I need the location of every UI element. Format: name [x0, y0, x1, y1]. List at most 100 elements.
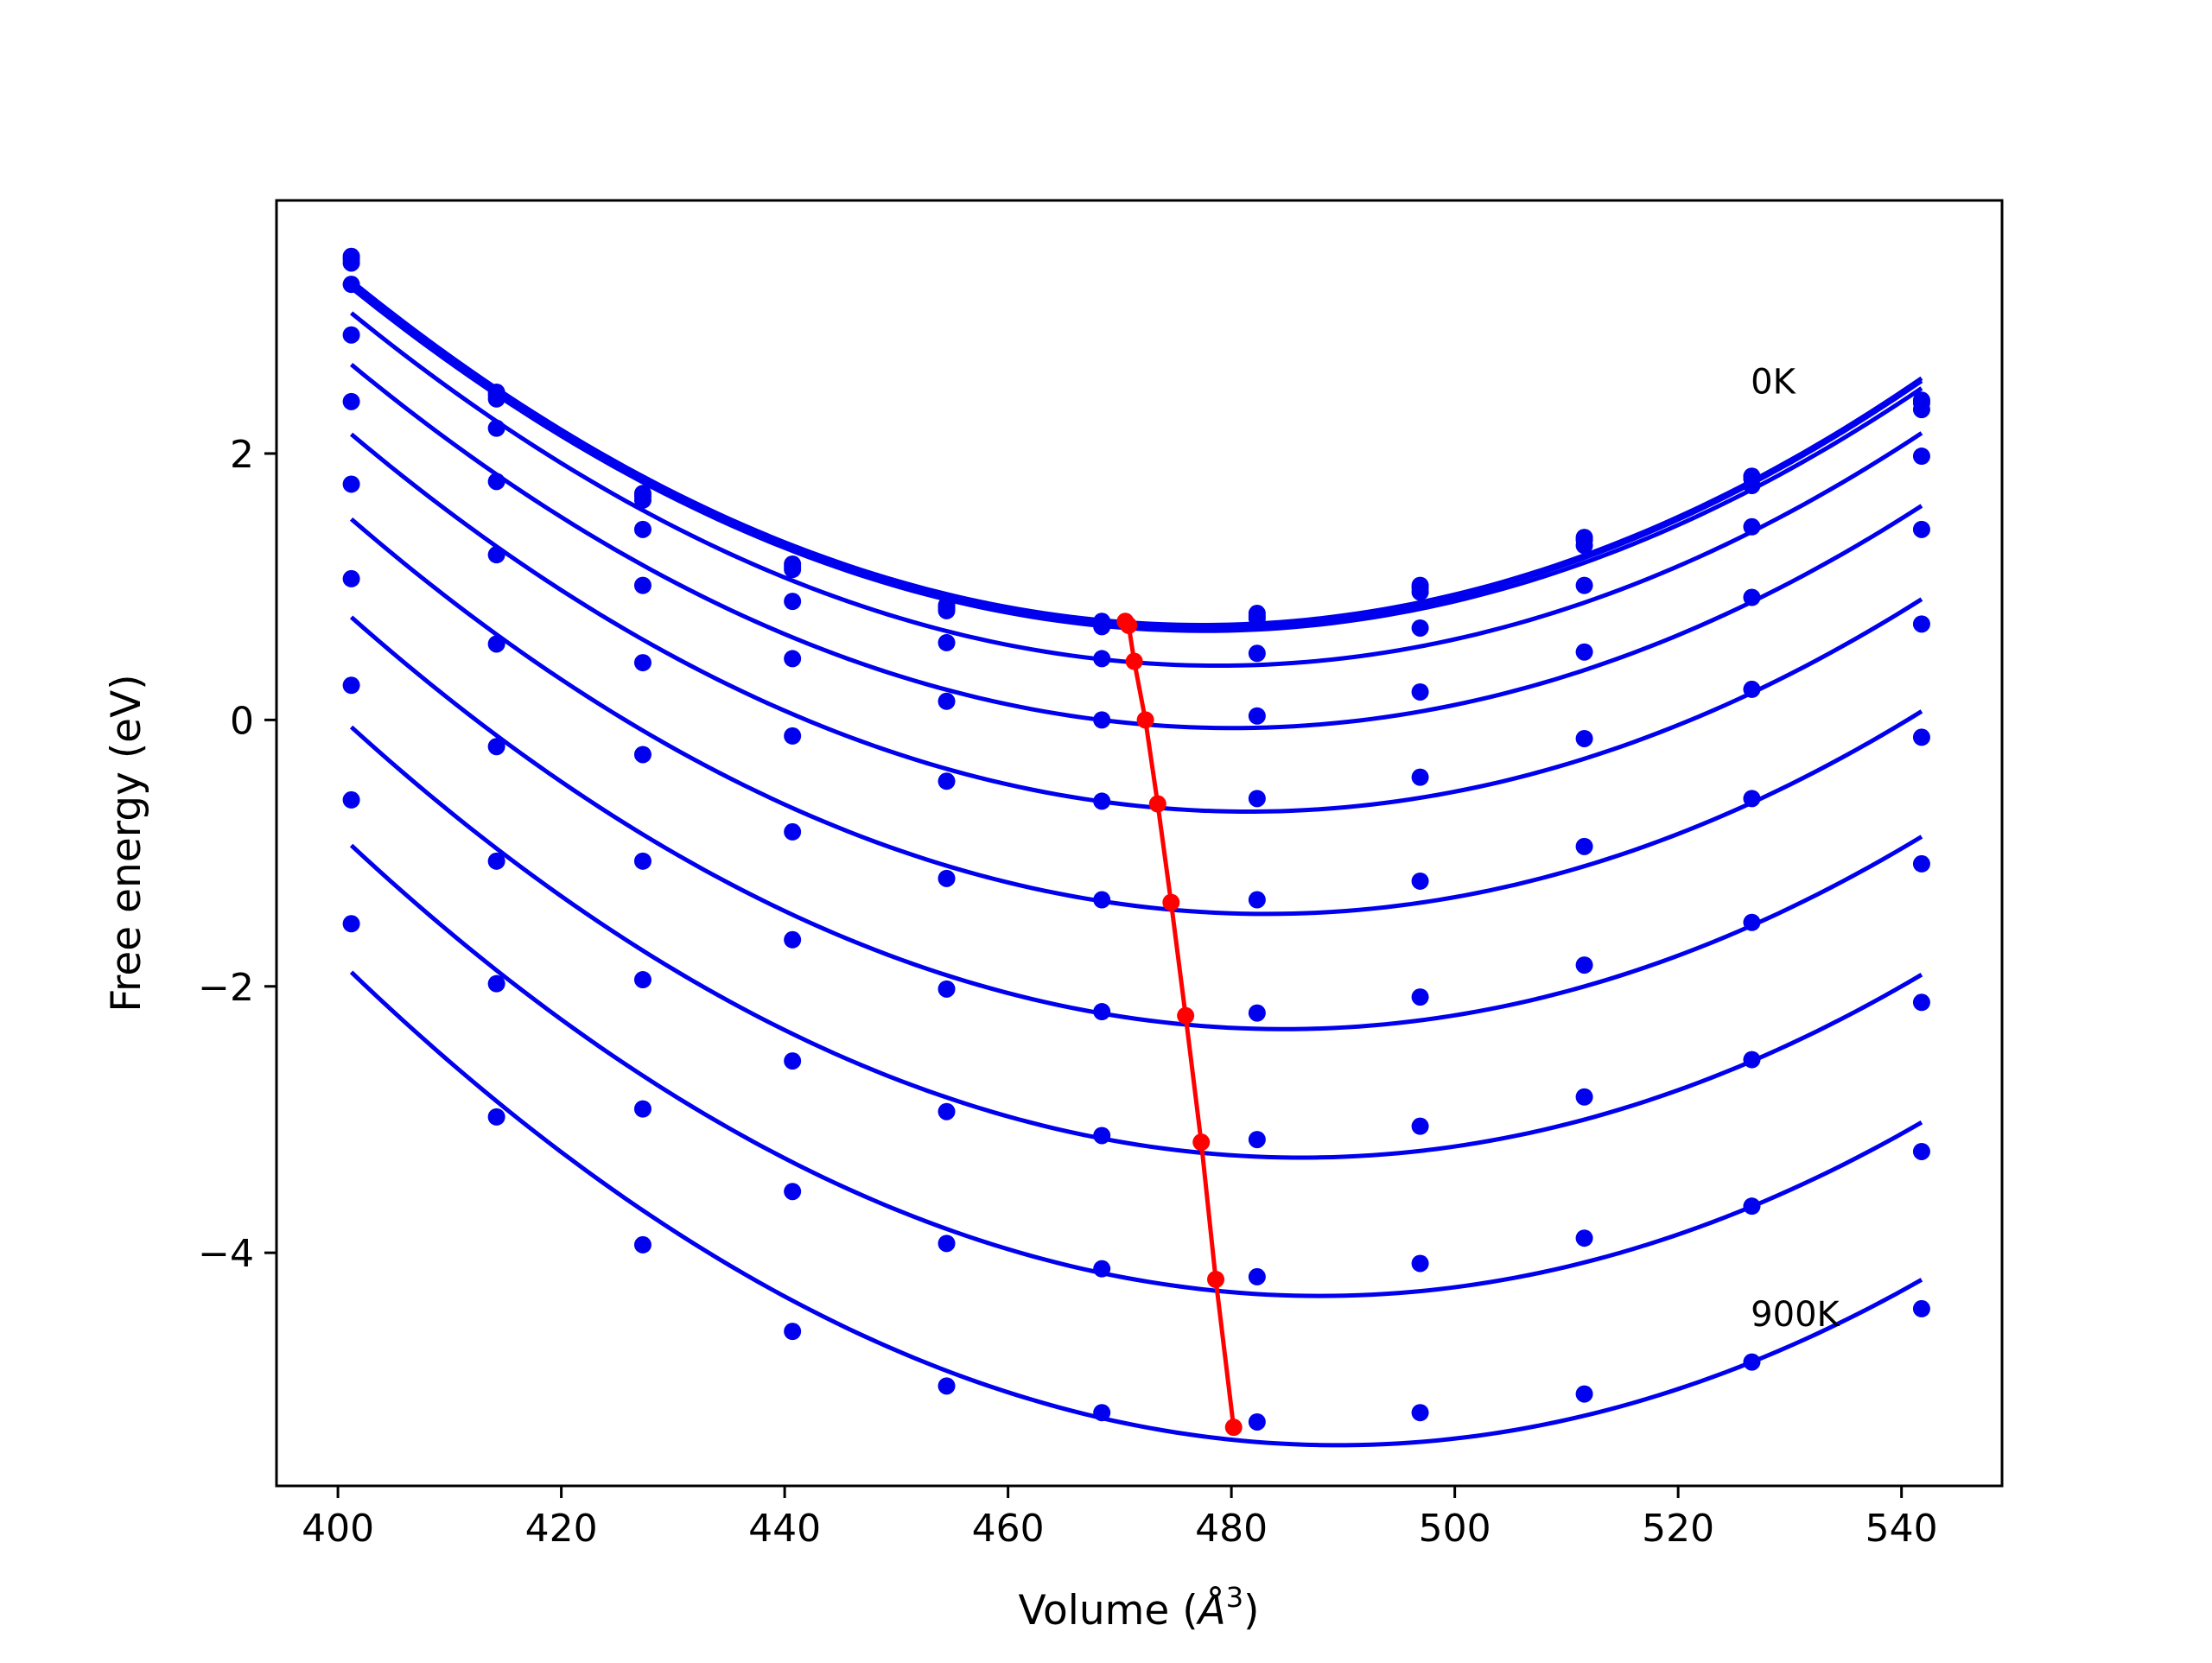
data-point-10-5 [1093, 1404, 1111, 1422]
minimum-point-3 [1136, 711, 1154, 729]
minimum-point-8 [1207, 1270, 1225, 1288]
data-point-3-8 [1575, 576, 1593, 594]
data-point-10-2 [633, 1235, 652, 1254]
minimum-point-2 [1125, 652, 1143, 670]
data-point-9-9 [1743, 1197, 1761, 1216]
minimum-point-9 [1224, 1419, 1243, 1437]
data-point-7-8 [1575, 956, 1593, 974]
data-point-6-2 [633, 746, 652, 764]
curve-line-4 [350, 363, 1923, 731]
data-point-10-3 [784, 1323, 802, 1341]
data-point-2-10 [1912, 401, 1930, 419]
data-point-4-1 [487, 473, 505, 491]
plot-area [276, 200, 2002, 1486]
curve-line-10 [349, 970, 1923, 1448]
data-point-7-10 [1912, 854, 1930, 873]
data-point-5-10 [1912, 615, 1930, 633]
data-point-7-1 [487, 738, 505, 756]
data-point-5-3 [784, 727, 802, 745]
data-point-7-6 [1248, 1004, 1266, 1022]
data-point-10-7 [1411, 1404, 1429, 1422]
data-point-4-4 [938, 692, 956, 710]
data-point-10-9 [1743, 1353, 1761, 1371]
x-axis-label-text: Volume [1019, 1587, 1170, 1634]
data-point-9-0 [342, 790, 360, 809]
minima-layer [1116, 613, 1243, 1437]
data-point-5-0 [342, 392, 360, 410]
data-point-9-3 [784, 1183, 802, 1201]
data-point-9-10 [1912, 1142, 1930, 1160]
data-point-9-4 [938, 1235, 956, 1253]
data-point-6-1 [487, 635, 505, 653]
data-point-2-8 [1575, 536, 1593, 555]
plot-frame [275, 199, 2004, 1488]
data-point-10-4 [938, 1377, 956, 1395]
data-point-3-0 [342, 276, 360, 294]
points-layer [342, 247, 1930, 1431]
data-point-8-5 [1093, 1127, 1111, 1145]
data-point-7-7 [1411, 988, 1429, 1006]
data-point-3-7 [1411, 619, 1429, 637]
y-axis-label: Free energy (eV) [103, 674, 150, 1012]
data-point-8-0 [342, 676, 360, 695]
x-axis-label-unit: Å [1196, 1587, 1226, 1634]
data-point-2-7 [1411, 583, 1429, 601]
x-axis-label-open: ( [1169, 1587, 1198, 1634]
annotation-0: 0K [1751, 363, 1796, 403]
curve-line-9 [349, 843, 1923, 1298]
data-point-2-9 [1743, 476, 1761, 494]
x-axis-label-close: ) [1243, 1587, 1259, 1634]
data-point-8-3 [784, 1052, 802, 1070]
data-point-2-6 [1248, 610, 1266, 628]
data-point-6-7 [1411, 872, 1429, 890]
data-point-2-4 [938, 601, 956, 619]
data-point-5-4 [938, 772, 956, 790]
data-point-4-2 [633, 576, 652, 594]
annotation-1: 900K [1751, 1295, 1840, 1335]
data-point-5-8 [1575, 729, 1593, 747]
data-point-10-0 [342, 915, 360, 933]
data-point-6-8 [1575, 837, 1593, 855]
data-point-8-1 [487, 852, 505, 870]
minima-line [1123, 619, 1236, 1428]
data-point-10-8 [1575, 1385, 1593, 1403]
data-point-5-6 [1248, 790, 1266, 808]
data-point-5-9 [1743, 680, 1761, 698]
data-point-9-7 [1411, 1254, 1429, 1273]
curves-layer [349, 279, 1923, 1448]
y-tick-label-2: −2 [198, 966, 254, 1010]
data-point-4-3 [784, 650, 802, 668]
data-point-7-3 [784, 930, 802, 949]
data-point-4-5 [1093, 711, 1111, 729]
data-point-8-9 [1743, 1050, 1761, 1069]
data-point-10-10 [1912, 1299, 1930, 1317]
curve-line-7 [349, 615, 1923, 1031]
curve-line-6 [349, 517, 1923, 917]
data-point-6-0 [342, 475, 360, 493]
data-point-4-6 [1248, 707, 1266, 725]
data-point-8-10 [1912, 993, 1930, 1012]
data-point-3-4 [938, 633, 956, 651]
data-point-3-2 [633, 520, 652, 538]
y-tick-label-0: 2 [230, 433, 254, 477]
curve-line-5 [349, 432, 1923, 814]
data-point-2-2 [633, 491, 652, 509]
data-point-6-4 [938, 869, 956, 887]
x-ticks: 400 420 440 460 480 500 520 540 [302, 1486, 1938, 1551]
x-axis-label-exponent: 3 [1226, 1581, 1243, 1614]
data-point-6-3 [784, 822, 802, 841]
x-tick-label-460: 460 [972, 1507, 1045, 1551]
data-point-10-6 [1248, 1412, 1266, 1431]
x-tick-label-440: 440 [748, 1507, 821, 1551]
data-point-2-0 [342, 254, 360, 272]
x-axis-label: Volume (Å3) [1019, 1581, 1260, 1634]
x-tick-label-500: 500 [1419, 1507, 1491, 1551]
data-point-7-2 [633, 852, 652, 870]
data-point-8-6 [1248, 1131, 1266, 1149]
data-point-4-9 [1743, 588, 1761, 606]
x-tick-label-540: 540 [1866, 1507, 1938, 1551]
curve-line-8 [349, 725, 1923, 1160]
data-point-5-5 [1093, 792, 1111, 810]
data-point-4-10 [1912, 520, 1930, 538]
